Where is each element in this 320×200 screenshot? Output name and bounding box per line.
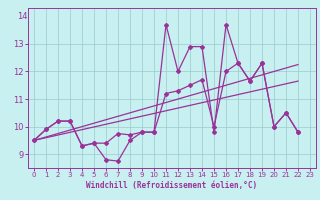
X-axis label: Windchill (Refroidissement éolien,°C): Windchill (Refroidissement éolien,°C) bbox=[86, 181, 258, 190]
Text: 14: 14 bbox=[18, 12, 28, 21]
